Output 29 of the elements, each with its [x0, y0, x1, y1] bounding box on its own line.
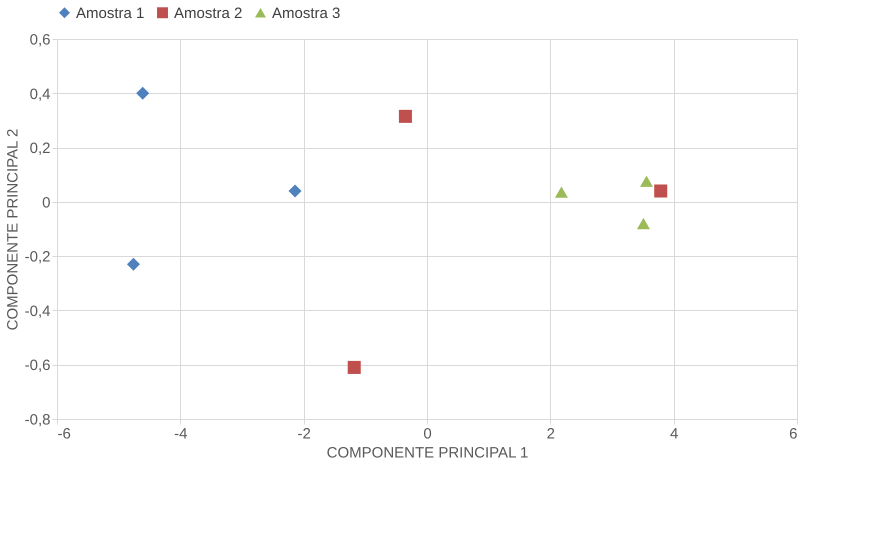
legend-label: Amostra 3 [272, 4, 340, 22]
point [126, 258, 140, 271]
y-tick-label: 0,2 [30, 140, 50, 158]
y-tick-label: -0,2 [24, 248, 50, 266]
y-tick-label: 0 [42, 194, 50, 212]
point [288, 184, 302, 198]
y-tick-label: -0,4 [24, 302, 50, 320]
y-tick-label: -0,8 [24, 412, 50, 428]
point [554, 186, 568, 198]
x-tick-label: 0 [423, 426, 432, 442]
x-tick-label: 6 [789, 426, 798, 442]
point [654, 184, 668, 198]
legend-label: Amostra 2 [174, 4, 242, 22]
point [640, 176, 654, 187]
x-tick-label: -6 [58, 426, 71, 442]
y-axis-title: COMPONENTE PRINCIPAL 2 [4, 128, 22, 330]
point [398, 110, 412, 123]
y-tick-label: 0,4 [30, 86, 50, 103]
y-tick-label: -0,6 [24, 357, 50, 374]
x-axis-title: COMPONENTE PRINCIPAL 1 [326, 444, 528, 462]
x-tick-label: 4 [670, 426, 678, 442]
x-tick-label: 2 [546, 426, 556, 442]
y-tick-label: 0,6 [30, 32, 50, 48]
x-tick-label: -2 [297, 426, 311, 442]
point [136, 86, 150, 100]
legend-label: Amostra 1 [76, 4, 144, 22]
x-tick-label: -4 [174, 426, 188, 442]
point [348, 360, 361, 374]
point [636, 218, 650, 230]
